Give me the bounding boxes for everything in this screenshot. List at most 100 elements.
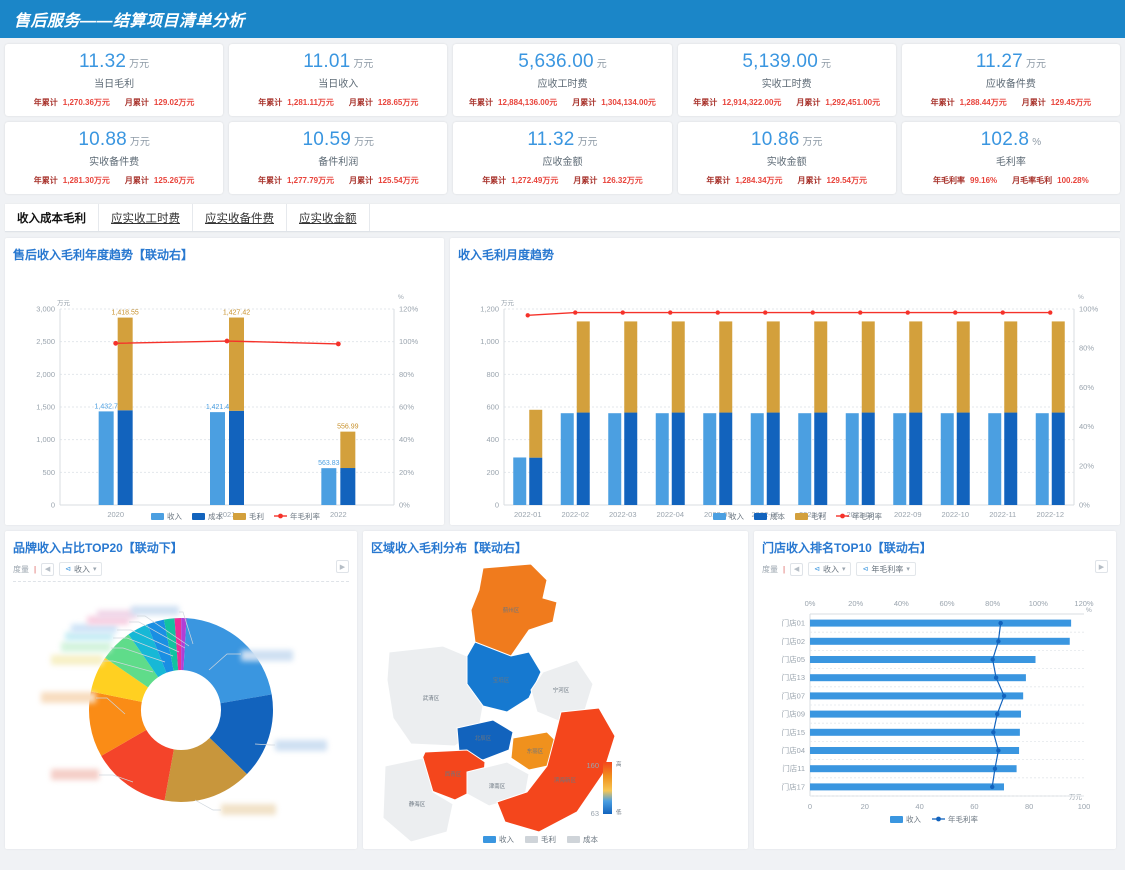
kpi-footer: 年累计 1,288.44万元 月累计 129.45万元 xyxy=(931,97,1092,108)
kpi-card[interactable]: 11.32 万元 当日毛利 年累计 1,270.36万元 月累计 129.02万元 xyxy=(5,44,224,116)
map-legend-swatch[interactable] xyxy=(525,836,538,843)
panel-region-map: 区域收入毛利分布【联动右】 蓟州区 宝坻区 武清区 宁河区 北辰区 东丽区 西青区 静海区 津南… xyxy=(363,531,748,849)
chevron-left-icon[interactable]: ◀ xyxy=(41,562,55,576)
kpi-foot-key: 年累计 xyxy=(33,176,58,185)
x-tick-label: 2022-12 xyxy=(1036,510,1064,519)
map-scale-min: 63 xyxy=(591,809,599,818)
kpi-card[interactable]: 10.59 万元 备件利润 年累计 1,277.79万元 月累计 125.54万元 xyxy=(229,122,448,194)
svg-text:万元: 万元 xyxy=(501,299,515,307)
y2-tick-label: 100% xyxy=(1079,305,1099,314)
bar-store-revenue[interactable] xyxy=(810,728,1020,736)
chevron-right-icon[interactable]: ▶ xyxy=(1095,560,1108,573)
donut-slice[interactable] xyxy=(89,691,147,756)
kpi-card[interactable]: 5,139.00 元实收工时费 年累计 12,914,322.00元 月累计 1,292,… xyxy=(677,44,896,116)
measure-chip-revenue[interactable]: ⊲ 收入 ▾ xyxy=(59,562,103,576)
bar-store-revenue[interactable] xyxy=(810,674,1026,682)
kpi-card[interactable]: 11.01 万元 当日收入 年累计 1,281.11万元 月累计 128.65万元 xyxy=(229,44,448,116)
kpi-unit: 万元 xyxy=(577,137,598,148)
x-tick-label: 2022 xyxy=(330,510,347,519)
kpi-foot-value: 128.65万元 xyxy=(377,98,419,107)
bar-cost xyxy=(340,468,356,505)
map-region[interactable] xyxy=(470,563,558,659)
kpi-card[interactable]: 5,636.00 元应收工时费 年累计 12,884,136.00元 月累计 1,304,… xyxy=(453,44,672,116)
donut-slice[interactable] xyxy=(90,657,149,702)
chevron-right-icon[interactable]: ▶ xyxy=(336,560,349,573)
x2-tick-label: 120% xyxy=(1074,599,1094,608)
y-tick-label: 1,500 xyxy=(36,403,55,412)
kpi-foot-key: 年累计 xyxy=(706,176,731,185)
tab-label: 收入成本毛利 xyxy=(17,212,86,225)
donut-slice-label-masked xyxy=(221,804,276,815)
kpi-card[interactable]: 11.27 万元 应收备件费 年累计 1,288.44万元 月累计 129.45万元 xyxy=(901,44,1120,116)
kpi-value: 11.01 xyxy=(303,51,351,72)
map-region[interactable] xyxy=(382,757,454,843)
map-region[interactable] xyxy=(496,707,616,833)
donut-leader-line xyxy=(254,743,275,746)
kpi-card[interactable]: 102.8% 毛利率 年毛利率 99.16% 月毛率毛利 100.28% xyxy=(901,122,1120,194)
bar-revenue xyxy=(1035,413,1049,505)
bar-cost xyxy=(1051,412,1065,505)
kpi-foot-key: 月累计 xyxy=(124,98,149,107)
map-legend-swatch[interactable] xyxy=(567,836,580,843)
tab-2[interactable]: 应实收备件费 xyxy=(193,204,287,231)
kpi-footer: 年累计 1,281.30万元 月累计 125.26万元 xyxy=(34,175,195,186)
donut-slice[interactable] xyxy=(101,729,174,801)
map-scale-max: 160 xyxy=(586,761,599,770)
tab-1[interactable]: 应实收工时费 xyxy=(99,204,193,231)
kpi-footer: 年累计 12,884,136.00元 月累计 1,304,134.00元 xyxy=(469,97,656,108)
map-legend[interactable]: 收入 毛利 成本 xyxy=(483,834,598,844)
bar-store-revenue[interactable] xyxy=(810,710,1021,718)
bar-store-revenue[interactable] xyxy=(810,619,1072,627)
kpi-card[interactable]: 10.86 万元 实收金额 年累计 1,284.34万元 月累计 129.54万元 xyxy=(677,122,896,194)
bar-store-revenue[interactable] xyxy=(810,656,1036,663)
bar-revenue xyxy=(893,413,907,505)
x2-tick-label: 0% xyxy=(805,599,816,608)
bar-revenue xyxy=(560,413,574,505)
bar-cost xyxy=(956,412,970,505)
kpi-card[interactable]: 11.32 万元 应收金额 年累计 1,272.49万元 月累计 126.32万元 xyxy=(453,122,672,194)
y-category-label: 门店01 xyxy=(782,618,805,628)
map-legend-label[interactable]: 毛利 xyxy=(541,834,556,844)
chevron-left-icon[interactable]: ◀ xyxy=(790,562,804,576)
donut-slice[interactable] xyxy=(181,618,187,671)
kpi-foot-key: 月累计 xyxy=(796,98,821,107)
y2-tick-label: 60% xyxy=(399,403,414,412)
donut-leader-line xyxy=(103,660,154,673)
bar-cost xyxy=(1004,412,1018,505)
x-tick-label: 2022-02 xyxy=(561,510,589,519)
kpi-card[interactable]: 10.88 万元 实收备件费 年累计 1,281.30万元 月累计 125.26万元 xyxy=(5,122,224,194)
bar-gross xyxy=(956,321,970,413)
bar-store-revenue[interactable] xyxy=(810,692,1024,700)
donut-slice[interactable] xyxy=(164,737,247,802)
donut-slice[interactable] xyxy=(128,624,167,678)
x-tick-label: 2022-04 xyxy=(656,510,684,519)
tab-0[interactable]: 收入成本毛利 xyxy=(5,204,99,231)
donut-slice[interactable] xyxy=(209,694,273,775)
bar-revenue xyxy=(321,468,337,505)
bar-gross xyxy=(624,321,638,413)
measure-chip-gross-rate-label: 年毛利率 xyxy=(871,564,904,574)
kpi-foot-key: 年累计 xyxy=(33,98,58,107)
bar-store-revenue[interactable] xyxy=(810,783,1004,791)
map-legend-label[interactable]: 成本 xyxy=(583,834,598,844)
bar-revenue xyxy=(608,413,622,505)
map-legend-label[interactable]: 收入 xyxy=(499,834,514,844)
kpi-value: 5,139.00 xyxy=(742,51,818,72)
map-region-label: 蓟州区 xyxy=(503,606,520,614)
bar-store-revenue[interactable] xyxy=(810,765,1017,773)
map-legend-swatch[interactable] xyxy=(483,836,496,843)
donut-slice[interactable] xyxy=(147,619,174,673)
donut-slice[interactable] xyxy=(183,618,272,704)
kpi-foot-value: 1,281.30万元 xyxy=(62,176,110,185)
bar-store-revenue[interactable] xyxy=(810,747,1020,754)
map-region-label: 东丽区 xyxy=(527,747,544,755)
measure-chip-gross-rate[interactable]: ⊲ 年毛利率 ▾ xyxy=(856,562,916,576)
tab-3[interactable]: 应实收金额 xyxy=(287,204,370,231)
measure-chip-revenue[interactable]: ⊲ 收入 ▾ xyxy=(808,562,852,576)
tab-label: 应实收备件费 xyxy=(205,212,274,225)
kpi-main: 11.01 万元 xyxy=(303,52,373,71)
kpi-foot-value: 125.54万元 xyxy=(378,176,419,185)
bar-store-revenue[interactable] xyxy=(810,637,1070,645)
kpi-value: 10.59 xyxy=(302,129,352,150)
